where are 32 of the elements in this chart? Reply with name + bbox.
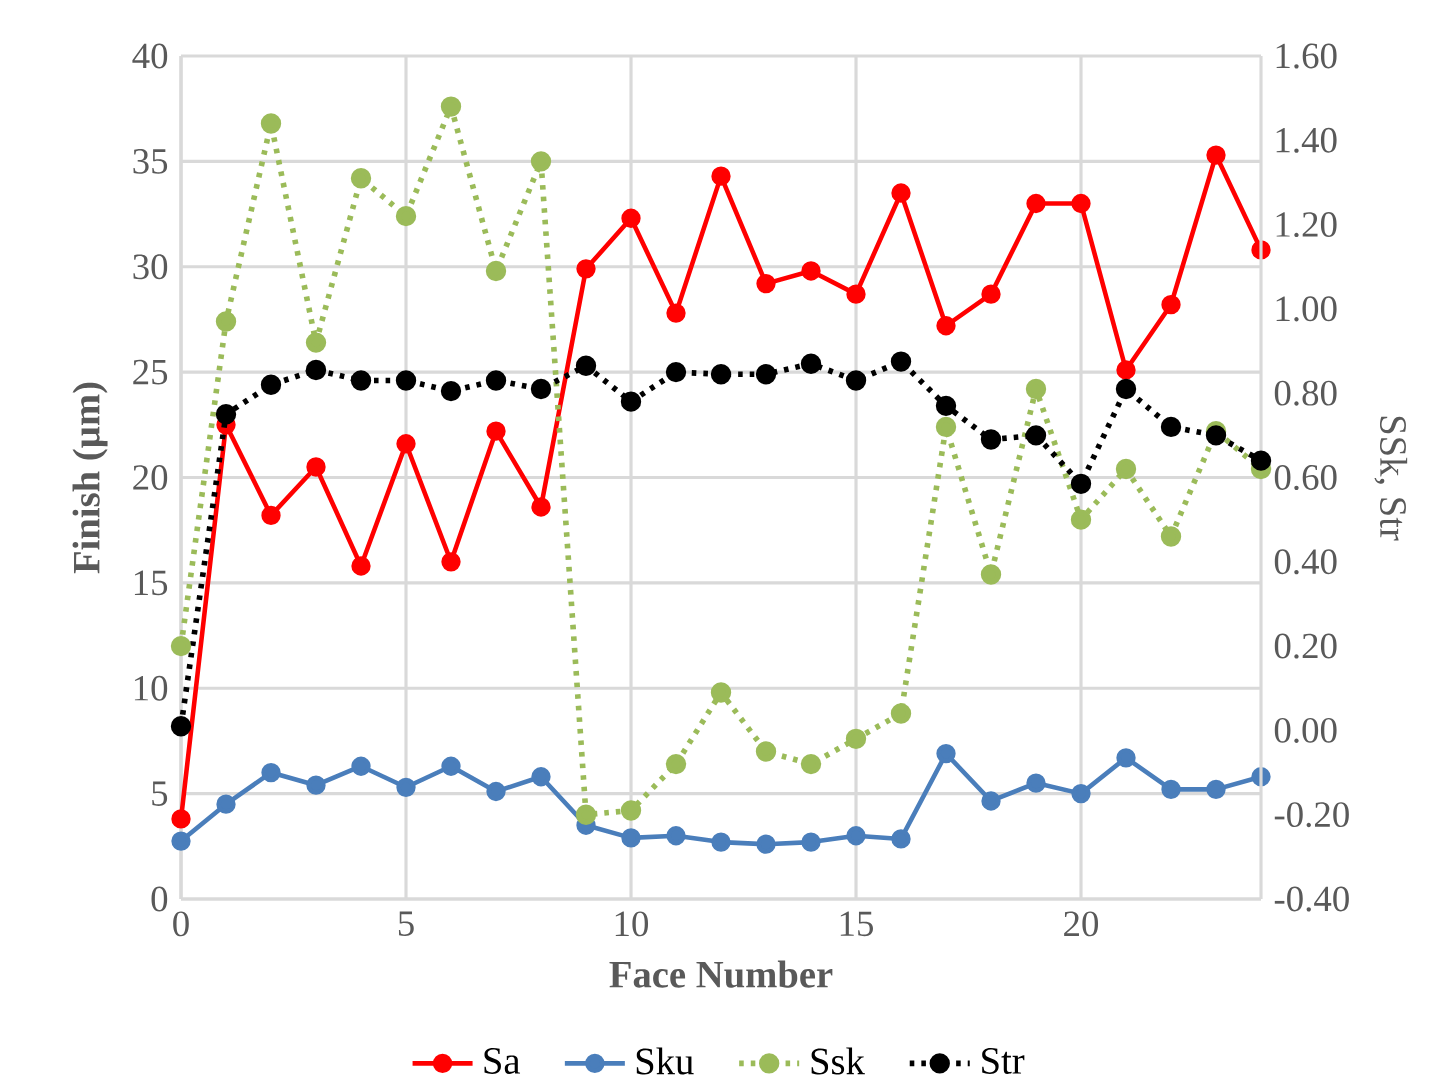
y-tick-label: 40 — [132, 43, 168, 69]
y-tick-label: 0 — [151, 886, 168, 912]
y2-tick-label: 0.40 — [1274, 549, 1337, 575]
y2-tick-label: 0.60 — [1274, 464, 1337, 490]
x-tick-label: 20 — [1064, 911, 1099, 937]
y2-tick-label: 0.80 — [1274, 380, 1337, 406]
legend-label: Sku — [636, 1047, 694, 1075]
y2-axis-title: SSk, Str — [1374, 416, 1408, 541]
y2-tick-label: 0.00 — [1274, 717, 1337, 743]
y-axis-title: Finish (µm) — [72, 382, 108, 574]
legend-label: Sa — [484, 1047, 521, 1074]
y2-tick-label: -0.20 — [1274, 802, 1349, 828]
y-tick-label: 30 — [133, 254, 168, 280]
x-tick-label: 10 — [615, 911, 649, 937]
x-tick-label: 0 — [173, 911, 189, 937]
y2-tick-label: 1.40 — [1276, 127, 1337, 153]
y2-tick-label: -0.40 — [1274, 886, 1349, 912]
x-tick-label: 15 — [840, 911, 873, 937]
y2-tick-label: 0.20 — [1274, 633, 1337, 659]
y2-tick-label: 1.20 — [1276, 212, 1337, 238]
y-tick-label: 5 — [152, 781, 168, 806]
x-tick-label: 5 — [398, 911, 414, 936]
y-tick-label: 35 — [133, 148, 168, 174]
legend-label: Ssk — [811, 1047, 865, 1075]
y2-tick-label: 1.60 — [1276, 43, 1337, 69]
x-axis-title: Face Number — [609, 960, 833, 988]
legend-label: Str — [982, 1047, 1025, 1074]
y2-tick-label: 1.00 — [1276, 296, 1337, 322]
y-tick-label: 20 — [133, 465, 168, 490]
y-tick-label: 15 — [134, 570, 168, 596]
y-tick-label: 10 — [134, 675, 168, 701]
y-tick-label: 25 — [133, 359, 168, 385]
